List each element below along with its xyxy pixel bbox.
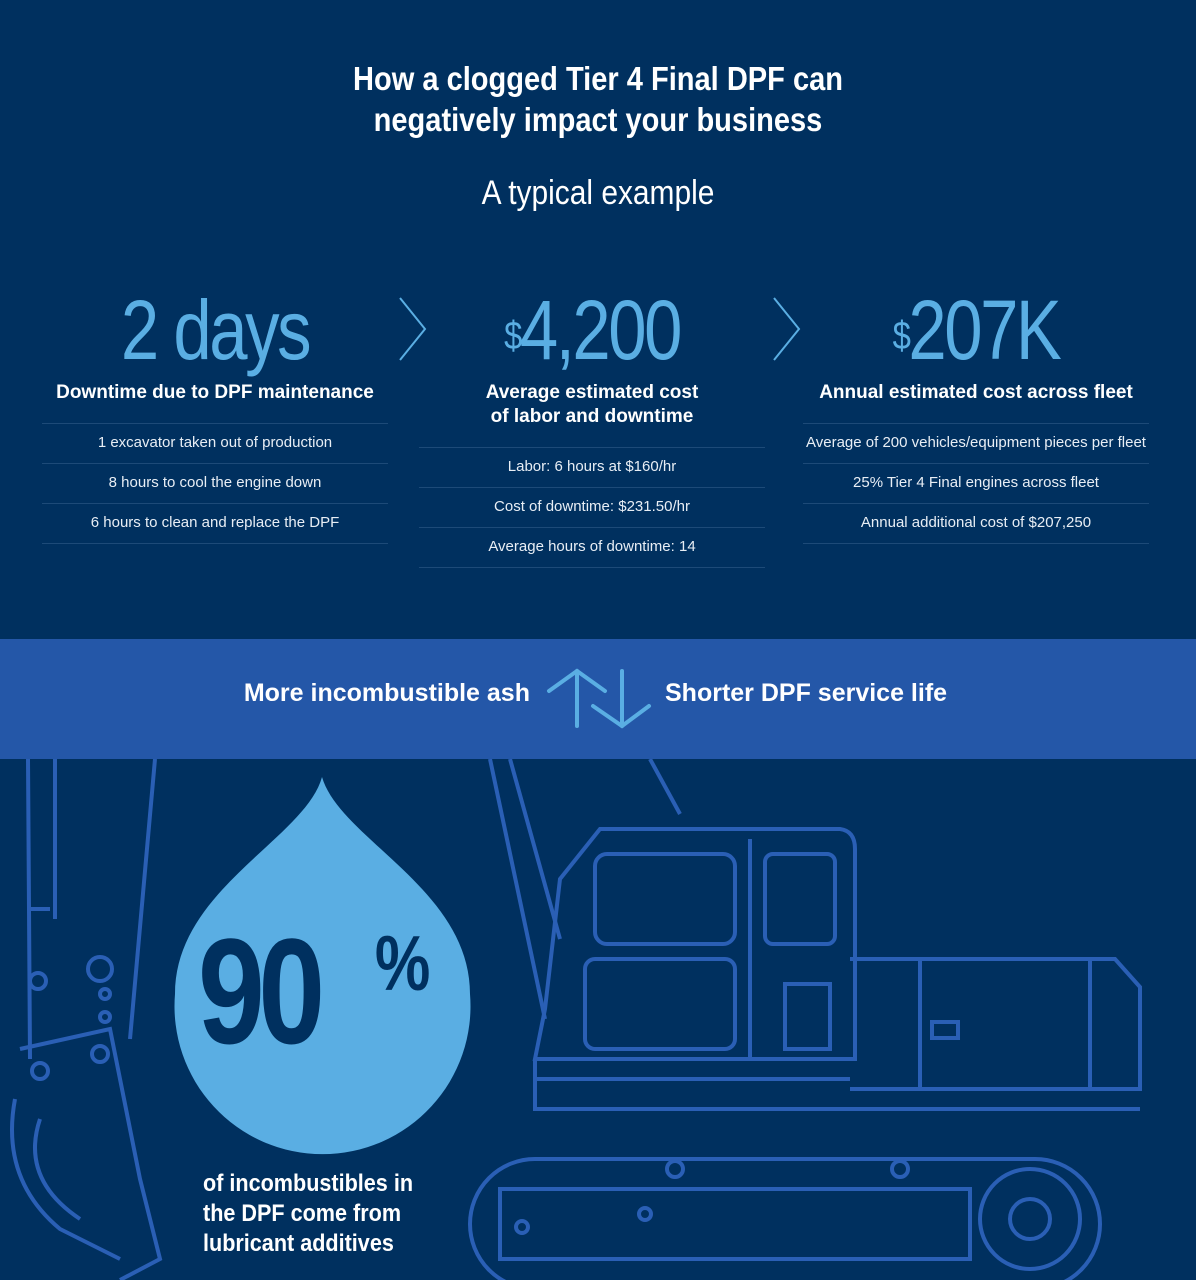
caption-line: of incombustibles in xyxy=(203,1170,414,1197)
stat-value: $207K xyxy=(834,285,1118,375)
stat-value: 2 days xyxy=(120,283,312,377)
title-line: How a clogged Tier 4 Final DPF can xyxy=(352,60,844,97)
stat-column-downtime: 2 days Downtime due to DPF maintenance 1… xyxy=(42,285,388,544)
drop-shape xyxy=(174,777,471,1155)
title-line: negatively impact your business xyxy=(373,101,823,138)
list-item: Average hours of downtime: 14 xyxy=(419,528,765,568)
page-title: How a clogged Tier 4 Final DPF can negati… xyxy=(72,58,1124,140)
percent-sign: % xyxy=(374,919,431,1007)
value: 207K xyxy=(908,283,1061,377)
stat-label: Average estimated cost of labor and downt… xyxy=(419,381,765,429)
band-right-text: Shorter DPF service life xyxy=(665,679,948,707)
label-line: Average estimated cost xyxy=(485,382,699,403)
stat-label: Downtime due to DPF maintenance xyxy=(56,382,374,403)
stat-value: $4,200 xyxy=(450,285,734,375)
ash-band: More incombustible ash Shorter DPF servi… xyxy=(0,639,1196,759)
label-line: of labor and downtime xyxy=(490,406,694,427)
stat-caption: of incombustibles in the DPF come from l… xyxy=(203,1169,413,1259)
subtitle: A typical example xyxy=(481,174,715,212)
chevron-right-icon xyxy=(399,297,427,361)
stat-column-annual: $207K Annual estimated cost across fleet… xyxy=(803,285,1149,544)
list-item: Cost of downtime: $231.50/hr xyxy=(419,488,765,528)
detail-list: Labor: 6 hours at $160/hr Cost of downti… xyxy=(419,447,765,568)
currency-symbol: $ xyxy=(504,314,522,358)
band-left-text: More incombustible ash xyxy=(243,679,530,707)
list-item: 8 hours to cool the engine down xyxy=(42,464,388,504)
chevron-right-icon xyxy=(773,297,801,361)
caption-line: the DPF come from xyxy=(203,1200,402,1227)
stat-column-cost: $4,200 Average estimated cost of labor an… xyxy=(419,285,765,568)
caption-line: lubricant additives xyxy=(203,1230,394,1257)
detail-list: Average of 200 vehicles/equipment pieces… xyxy=(803,423,1149,544)
list-item: Labor: 6 hours at $160/hr xyxy=(419,448,765,488)
stat-label: Annual estimated cost across fleet xyxy=(819,382,1133,403)
currency-symbol: $ xyxy=(892,314,911,358)
excavator-illustration xyxy=(10,759,1142,1280)
list-item: 6 hours to clean and replace the DPF xyxy=(42,504,388,544)
list-item: Annual additional cost of $207,250 xyxy=(803,504,1149,544)
list-item: Average of 200 vehicles/equipment pieces… xyxy=(803,424,1149,464)
detail-list: 1 excavator taken out of production 8 ho… xyxy=(42,423,388,544)
up-down-arrows-icon xyxy=(547,668,651,729)
list-item: 1 excavator taken out of production xyxy=(42,424,388,464)
value: 4,200 xyxy=(519,283,683,377)
list-item: 25% Tier 4 Final engines across fleet xyxy=(803,464,1149,504)
stat-percent-value: 90 xyxy=(198,907,325,1075)
